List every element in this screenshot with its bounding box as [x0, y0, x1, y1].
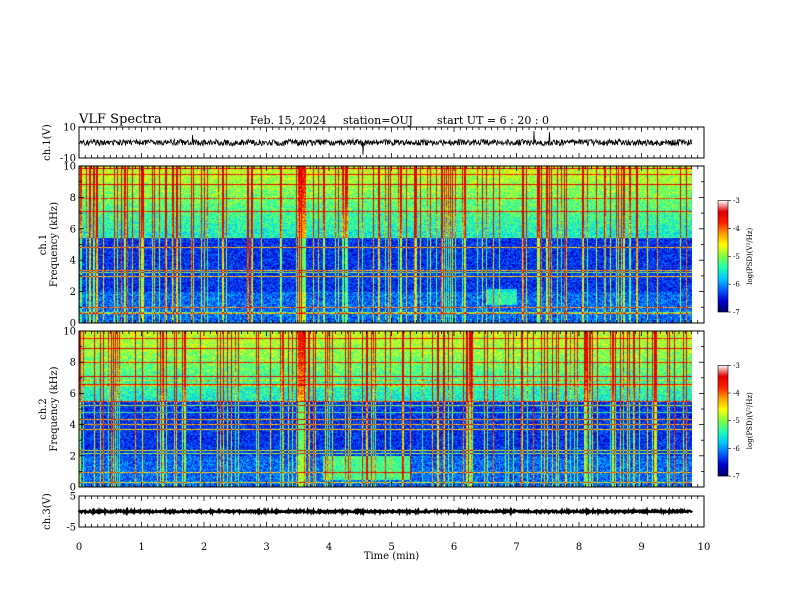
y-tick-label: 8 — [70, 193, 76, 204]
colorbar-tick-label: -3 — [733, 362, 740, 370]
colorbar — [717, 200, 729, 313]
x-tick-label: 3 — [263, 542, 269, 553]
y-tick-label: 8 — [70, 358, 76, 369]
x-tick-label: 8 — [576, 542, 582, 553]
y-tick-label: 4 — [70, 420, 76, 431]
x-tick-label: 10 — [698, 542, 711, 553]
x-tick-label: 1 — [138, 542, 144, 553]
y-tick-label: 10 — [63, 327, 76, 338]
y-tick-label: 2 — [70, 287, 76, 298]
x-tick-label: 2 — [201, 542, 207, 553]
x-tick-label: 6 — [451, 542, 457, 553]
y-tick-label: 5 — [70, 492, 76, 503]
x-tick-label: 0 — [76, 542, 82, 553]
y-tick-label: 10 — [63, 162, 76, 173]
colorbar-tick-label: -6 — [733, 445, 740, 453]
colorbar-tick-label: -5 — [733, 417, 740, 425]
colorbar-tick-label: -4 — [733, 390, 740, 398]
colorbar-label: log(PSD)(V²/Hz) — [746, 228, 754, 285]
x-tick-label: 7 — [513, 542, 519, 553]
colorbar-tick-label: -3 — [733, 197, 740, 205]
ch2-spectrogram-image — [79, 331, 692, 487]
y-axis-label: Frequency (kHz) — [49, 202, 60, 287]
y-tick-label: 2 — [70, 451, 76, 462]
ch3-waveform-line — [77, 506, 693, 517]
y-tick-label: 0 — [70, 483, 76, 494]
colorbar — [717, 365, 729, 477]
y-tick-label: -10 — [60, 154, 76, 165]
y-axis-label-channel: ch.2 — [38, 398, 49, 420]
station-label: station=OUJ — [343, 114, 413, 127]
y-axis-label: ch.3(V) — [42, 493, 53, 530]
y-tick-label: -5 — [66, 523, 76, 534]
colorbar-tick-label: -7 — [733, 473, 740, 481]
colorbar-label: log(PSD)(V²/Hz) — [746, 392, 754, 449]
y-tick-label: 6 — [70, 224, 76, 235]
y-tick-label: 4 — [70, 256, 76, 267]
y-tick-label: 10 — [63, 123, 76, 134]
y-tick-label: 0 — [70, 319, 76, 330]
y-axis-label-channel: ch.1 — [38, 234, 49, 256]
ch1-spectrogram-image — [79, 166, 692, 323]
x-tick-label: 4 — [326, 542, 332, 553]
ch1-waveform-line — [78, 130, 693, 155]
date-label: Feb. 15, 2024 — [250, 114, 327, 127]
y-tick-label: 6 — [70, 389, 76, 400]
y-axis-label: ch.1(V) — [42, 124, 53, 161]
y-axis-label: Frequency (kHz) — [49, 366, 60, 451]
x-axis-label: Time (min) — [364, 551, 419, 562]
colorbar-tick-label: -5 — [733, 253, 740, 261]
chart-title: VLF Spectra — [79, 112, 162, 127]
start-time-label: start UT = 6 : 20 : 0 — [437, 114, 550, 127]
colorbar-tick-label: -7 — [733, 309, 740, 317]
x-tick-label: 5 — [388, 542, 394, 553]
colorbar-tick-label: -4 — [733, 225, 740, 233]
x-tick-label: 9 — [638, 542, 644, 553]
colorbar-tick-label: -6 — [733, 281, 740, 289]
